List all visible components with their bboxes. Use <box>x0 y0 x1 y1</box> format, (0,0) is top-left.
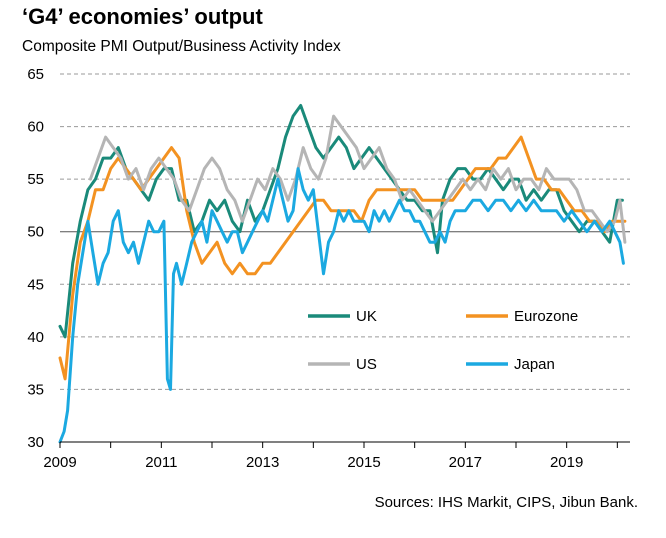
x-tick-label: 2015 <box>347 454 380 471</box>
y-tick-label: 30 <box>27 434 44 451</box>
source-note: Sources: IHS Markit, CIPS, Jibun Bank. <box>374 494 638 511</box>
legend-label-uk: UK <box>356 308 377 325</box>
x-tick-label: 2011 <box>145 454 177 471</box>
legend: UK Eurozone US Japan <box>308 308 578 373</box>
legend-label-japan: Japan <box>514 356 555 373</box>
chart-title: ‘G4’ economies’ output <box>22 4 263 29</box>
series-line-eurozone <box>58 135 627 381</box>
y-tick-label: 40 <box>27 329 44 346</box>
y-tick-label: 50 <box>27 224 44 241</box>
y-tick-label: 45 <box>27 276 44 293</box>
x-tick-label: 2009 <box>43 454 76 471</box>
y-tick-label: 60 <box>27 119 44 136</box>
series-line-japan <box>58 167 625 444</box>
x-tick-label: 2013 <box>246 454 279 471</box>
x-tick-label: 2017 <box>449 454 482 471</box>
x-tick-label: 2019 <box>550 454 583 471</box>
chart-subtitle: Composite PMI Output/Business Activity I… <box>22 38 341 55</box>
axes: 30 35 40 45 50 55 60 65 2009 2011 2013 2015 2017 2019 <box>27 66 630 471</box>
legend-label-us: US <box>356 356 377 373</box>
series-lines <box>58 104 627 444</box>
series-line-uk <box>58 104 624 339</box>
y-tick-label: 35 <box>27 381 44 398</box>
legend-label-eurozone: Eurozone <box>514 308 578 325</box>
y-tick-label: 65 <box>27 66 44 83</box>
series-line-us <box>88 114 627 244</box>
y-tick-label: 55 <box>27 171 44 188</box>
